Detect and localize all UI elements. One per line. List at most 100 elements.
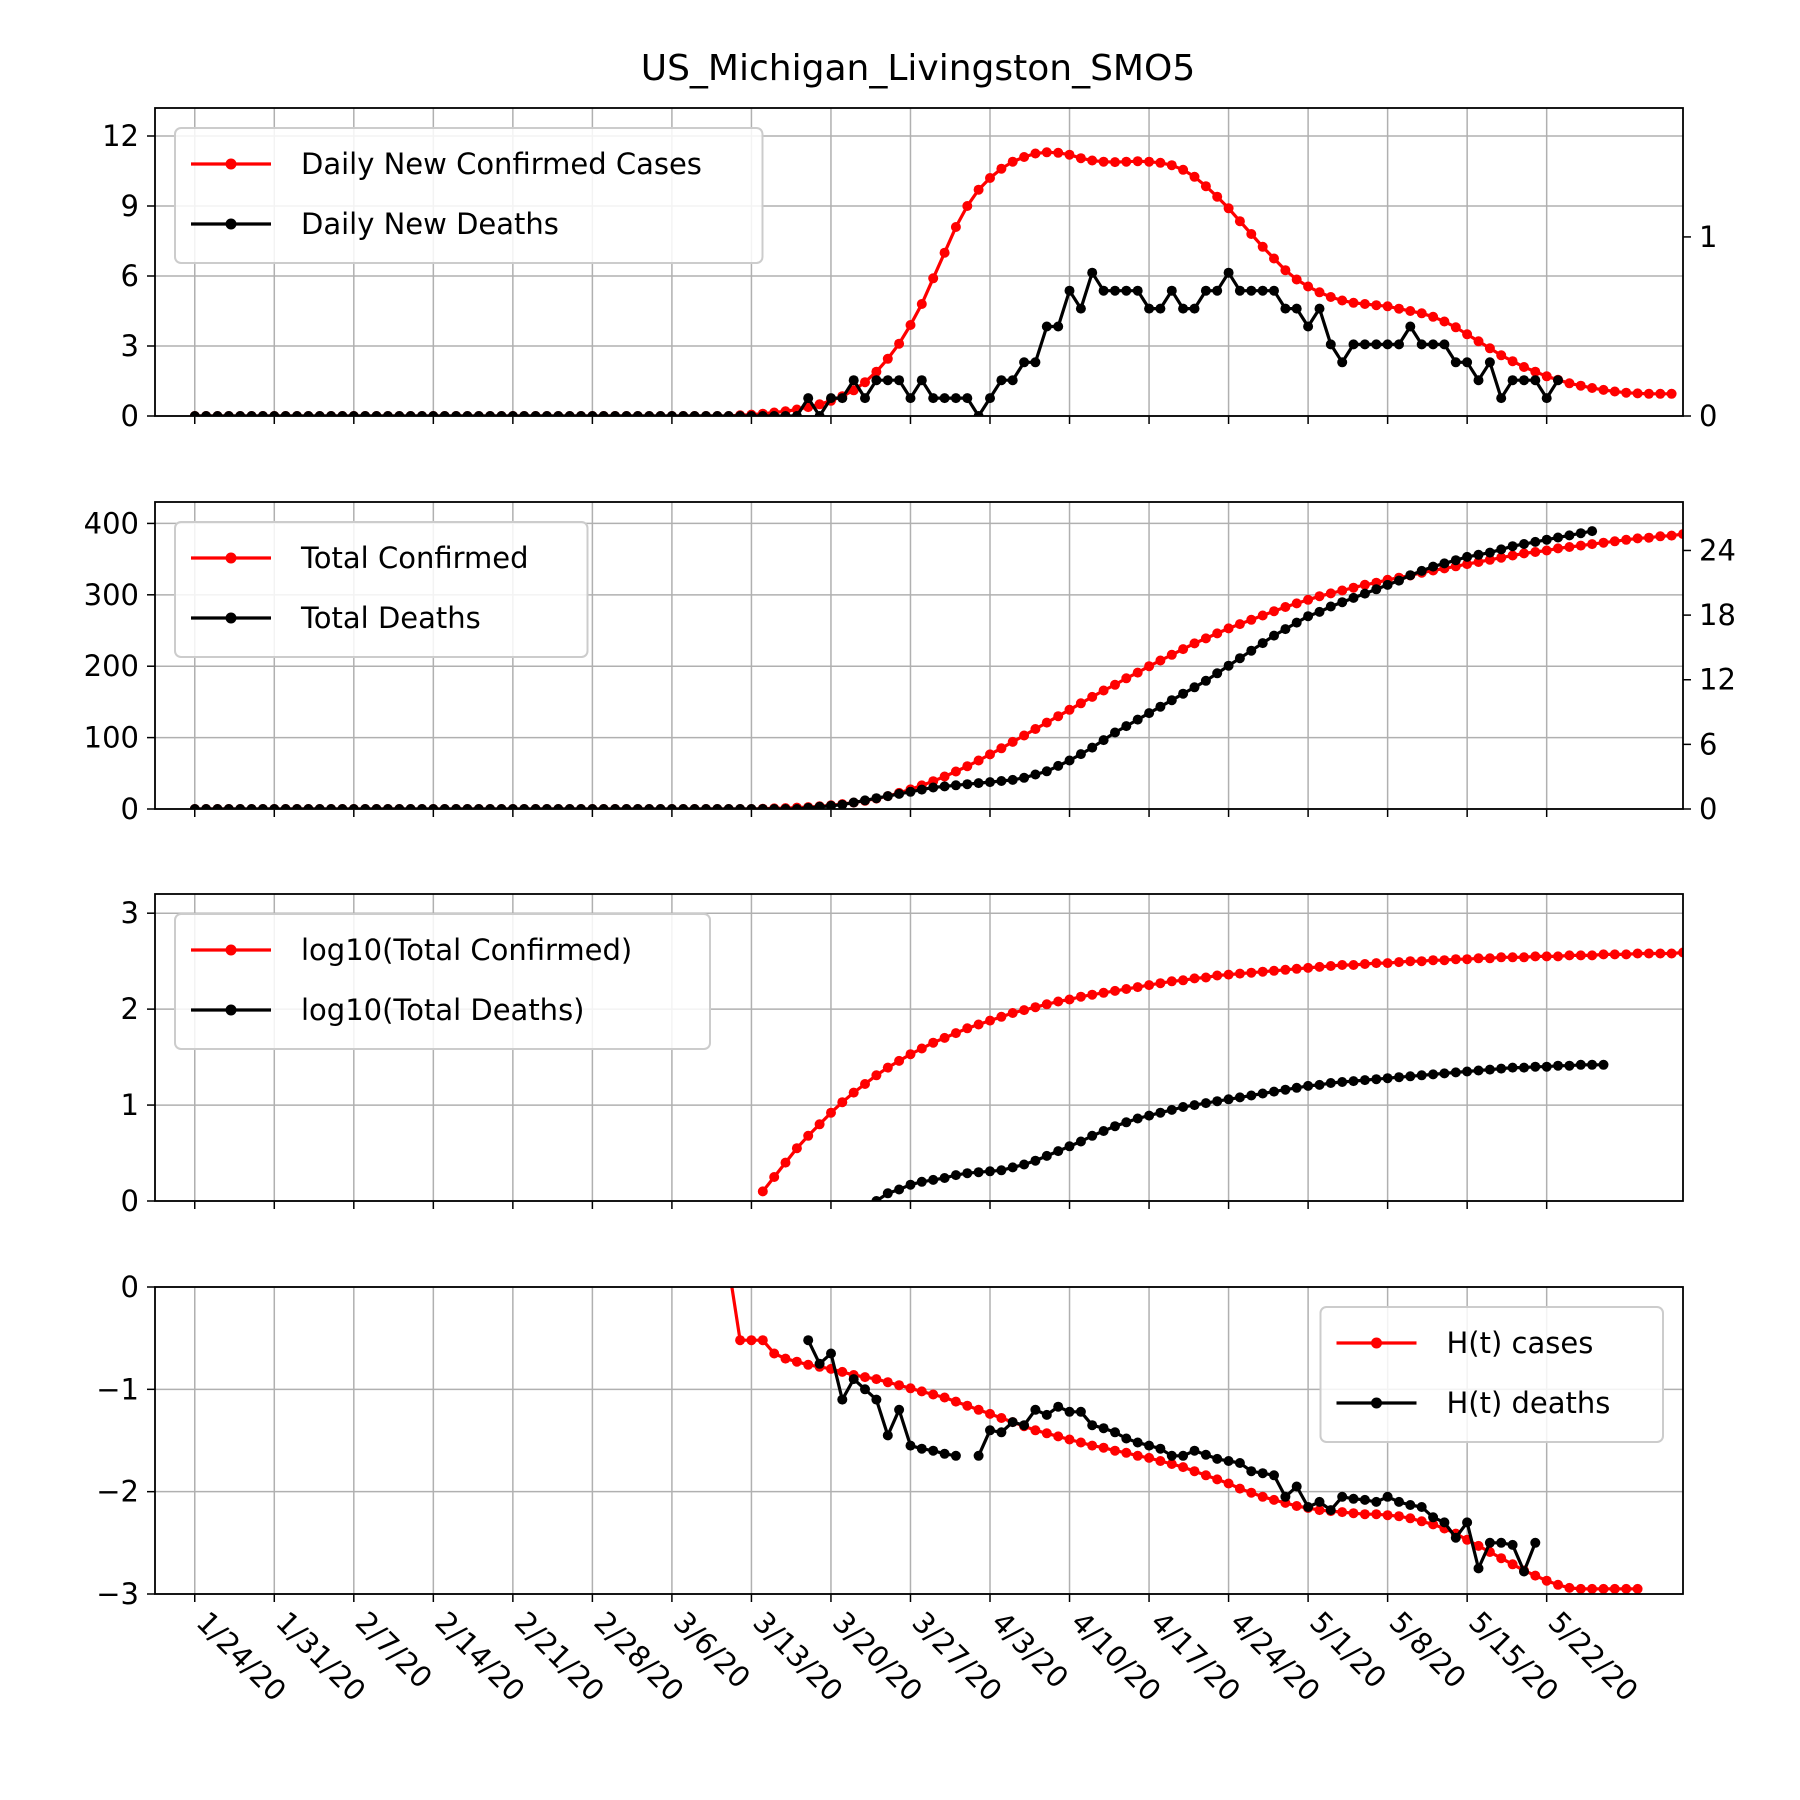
data-point	[1189, 1100, 1200, 1111]
data-point	[1371, 339, 1382, 350]
y-tick-label: −1	[96, 1372, 139, 1406]
data-point	[1348, 582, 1359, 593]
data-point	[1064, 149, 1075, 160]
data-point	[1223, 1094, 1234, 1105]
data-point	[916, 1386, 927, 1397]
data-point	[985, 393, 995, 404]
data-point	[496, 804, 507, 809]
data-point	[1530, 547, 1541, 557]
data-point	[1746, 524, 1756, 534]
y-right-tick-label: 6	[1699, 727, 1717, 761]
data-point	[1382, 339, 1393, 350]
data-point	[1348, 1493, 1359, 1504]
data-point	[1098, 735, 1109, 746]
data-point	[1098, 285, 1109, 296]
y-right-tick-label: 18	[1699, 598, 1736, 632]
data-point	[348, 804, 359, 809]
data-point	[701, 411, 711, 416]
data-point	[1735, 947, 1745, 957]
data-point	[1269, 253, 1279, 264]
data-point	[1496, 350, 1507, 361]
data-point	[1484, 1537, 1495, 1548]
data-point	[655, 804, 666, 809]
data-point	[996, 743, 1007, 754]
plot-frame	[154, 501, 1684, 810]
data-point	[757, 1186, 768, 1197]
series-line	[194, 529, 1593, 809]
data-point	[1144, 1440, 1155, 1451]
data-point	[939, 247, 950, 258]
y-tick-label: 0	[121, 1184, 139, 1218]
data-point	[1087, 1130, 1098, 1141]
data-point	[1246, 1487, 1257, 1498]
data-point	[1064, 704, 1075, 715]
data-point	[1087, 742, 1098, 753]
data-point	[1473, 549, 1484, 560]
y-tick-label: 6	[121, 259, 139, 293]
data-point	[576, 411, 586, 416]
data-point	[473, 411, 484, 416]
legend-swatch-marker	[225, 158, 237, 170]
data-point	[1064, 994, 1075, 1005]
data-point	[735, 804, 746, 809]
data-point	[1155, 1443, 1166, 1454]
data-point	[826, 1348, 836, 1359]
data-point	[1030, 357, 1041, 368]
y-tick-label: 0	[121, 792, 139, 826]
data-point	[269, 411, 280, 416]
data-point	[1041, 717, 1052, 728]
data-point	[1234, 1458, 1245, 1468]
data-point	[1462, 357, 1473, 368]
data-point	[1416, 1502, 1427, 1512]
data-point	[939, 1032, 950, 1043]
data-point	[780, 1157, 791, 1168]
data-point	[1223, 969, 1234, 980]
data-point	[894, 1404, 905, 1415]
data-point	[1280, 265, 1291, 276]
data-point	[1496, 1063, 1507, 1074]
data-point	[1496, 1537, 1507, 1548]
data-point	[814, 411, 825, 416]
legend-swatch-marker	[225, 944, 237, 956]
data-point	[1428, 1512, 1439, 1523]
data-point	[1178, 1102, 1189, 1112]
data-point	[882, 353, 893, 364]
data-point	[1269, 1086, 1279, 1097]
data-point	[1564, 950, 1575, 961]
data-point	[1337, 295, 1348, 306]
data-point	[1769, 947, 1779, 957]
data-point	[1132, 667, 1143, 678]
data-point	[1064, 285, 1075, 296]
data-point	[1291, 963, 1302, 974]
data-point	[1462, 1517, 1473, 1528]
data-point	[1166, 285, 1177, 296]
legend-box	[1319, 1306, 1664, 1443]
data-point	[1121, 1117, 1132, 1128]
data-point	[451, 804, 462, 809]
legend-label: log10(Total Confirmed)	[301, 933, 632, 967]
data-point	[882, 1062, 893, 1073]
data-point	[1019, 1420, 1030, 1431]
data-point	[1632, 1583, 1643, 1594]
data-point	[212, 411, 223, 416]
series-total-deaths	[189, 526, 1598, 809]
data-point	[871, 366, 882, 377]
data-point	[1064, 1141, 1075, 1152]
data-point	[803, 802, 814, 809]
data-point	[939, 1173, 950, 1183]
data-point	[360, 804, 371, 809]
data-point	[928, 1174, 939, 1185]
data-point	[837, 1394, 848, 1405]
data-point	[871, 1070, 882, 1081]
legend-box	[174, 913, 711, 1050]
data-point	[1450, 1532, 1461, 1543]
data-point	[360, 411, 371, 416]
legend-swatch-marker	[225, 218, 237, 230]
data-point	[985, 1015, 995, 1026]
data-point	[1416, 956, 1427, 967]
data-point	[1075, 698, 1086, 709]
data-point	[1303, 281, 1314, 292]
data-point	[1394, 1496, 1404, 1507]
data-point	[973, 184, 984, 195]
data-point	[1007, 156, 1018, 167]
